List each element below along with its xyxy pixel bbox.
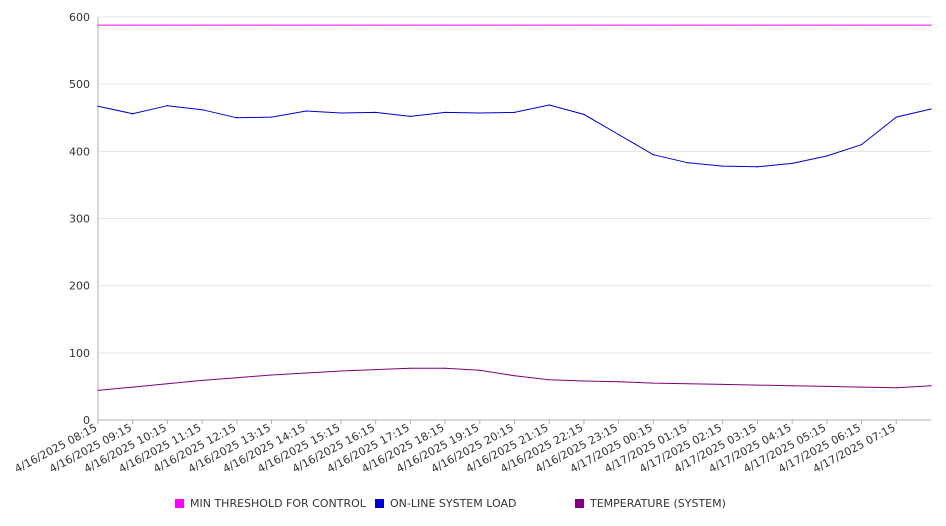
series-1-point-9 xyxy=(409,115,411,118)
series-1-point-12 xyxy=(513,111,516,113)
series-2-point-24 xyxy=(930,385,932,387)
legend-label: ON-LINE SYSTEM LOAD xyxy=(390,497,517,510)
y-tick-label-2: 200 xyxy=(69,280,90,293)
series-2-point-15 xyxy=(618,381,620,383)
series-2-point-7 xyxy=(340,370,342,372)
series-0-point-15 xyxy=(618,24,620,26)
series-0-point-17 xyxy=(687,24,689,26)
legend-label: MIN THRESHOLD FOR CONTROL xyxy=(190,497,366,510)
series-1-point-17 xyxy=(687,162,689,164)
series-0-point-18 xyxy=(722,24,724,26)
series-1-point-21 xyxy=(826,155,828,157)
series-0-point-24 xyxy=(930,24,932,26)
series-2-point-6 xyxy=(305,372,307,374)
series-0-point-16 xyxy=(652,24,654,26)
series-1-point-24 xyxy=(930,108,932,110)
legend-item-1: ON-LINE SYSTEM LOAD xyxy=(375,497,516,510)
series-2-point-23 xyxy=(895,387,897,389)
series-2-point-9 xyxy=(409,367,411,369)
series-2-point-22 xyxy=(860,386,863,388)
series-2-point-8 xyxy=(375,369,377,371)
series-2-point-10 xyxy=(444,367,446,369)
series-line-2 xyxy=(97,367,932,391)
series-0-point-3 xyxy=(201,24,203,26)
series-0-point-12 xyxy=(513,24,516,26)
legend-swatch xyxy=(575,499,584,508)
series-0-point-13 xyxy=(548,24,550,26)
series-2-point-20 xyxy=(791,385,793,387)
series-1-point-8 xyxy=(375,111,377,113)
series-1-point-22 xyxy=(860,144,863,146)
legend-item-2: TEMPERATURE (SYSTEM) xyxy=(575,497,726,510)
series-1-point-2 xyxy=(166,105,169,107)
series-1-point-7 xyxy=(340,112,342,114)
series-0-point-5 xyxy=(270,24,273,26)
series-1-point-13 xyxy=(548,104,550,106)
series-0-point-14 xyxy=(583,24,585,26)
series-1-point-14 xyxy=(583,113,585,115)
series-1-point-6 xyxy=(305,110,307,112)
series-0-point-6 xyxy=(305,24,307,26)
series-1-point-15 xyxy=(618,133,620,136)
y-tick-label-3: 300 xyxy=(69,213,90,226)
series-2-point-5 xyxy=(270,374,273,376)
series-2-point-11 xyxy=(479,369,481,371)
series-2-point-12 xyxy=(513,375,516,377)
series-1-point-11 xyxy=(479,112,481,114)
series-1-point-20 xyxy=(791,162,793,165)
legend: MIN THRESHOLD FOR CONTROL ON-LINE SYSTEM … xyxy=(0,497,946,515)
series-1-point-1 xyxy=(132,113,134,115)
series-0-point-20 xyxy=(791,24,793,26)
series-0-point-19 xyxy=(756,24,759,26)
series-0-point-4 xyxy=(236,24,238,26)
y-tick-label-6: 600 xyxy=(69,11,90,24)
series-0-point-8 xyxy=(375,24,377,26)
series-2-point-17 xyxy=(687,383,689,385)
series-2-point-14 xyxy=(583,380,585,382)
series-0-point-11 xyxy=(479,24,481,26)
series-1-point-19 xyxy=(756,166,759,168)
y-tick-label-1: 100 xyxy=(69,347,90,360)
series-2-point-16 xyxy=(652,382,654,384)
series-0-point-10 xyxy=(444,24,446,26)
series-2-point-1 xyxy=(132,386,134,388)
series-2-point-18 xyxy=(722,383,724,386)
series-1-point-0 xyxy=(97,105,99,107)
series-1-point-10 xyxy=(444,111,446,113)
legend-label: TEMPERATURE (SYSTEM) xyxy=(590,497,726,510)
series-line-1 xyxy=(97,104,932,168)
series-0-point-1 xyxy=(132,24,134,26)
series-0-point-7 xyxy=(340,24,342,26)
legend-item-0: MIN THRESHOLD FOR CONTROL xyxy=(175,497,366,510)
series-0-point-21 xyxy=(826,24,828,26)
series-2-point-0 xyxy=(97,389,99,392)
series-1-point-3 xyxy=(201,109,203,111)
series-2-point-19 xyxy=(756,384,759,386)
y-tick-label-4: 400 xyxy=(69,145,90,158)
y-tick-label-0: 0 xyxy=(83,414,90,427)
series-0-point-23 xyxy=(895,24,897,26)
series-0-point-9 xyxy=(409,24,411,26)
series-2-point-2 xyxy=(166,383,169,385)
series-1-point-16 xyxy=(652,154,654,156)
legend-swatch xyxy=(375,499,384,508)
legend-swatch xyxy=(175,499,184,508)
series-1-point-23 xyxy=(895,116,897,118)
series-2-point-21 xyxy=(826,385,828,388)
y-tick-label-5: 500 xyxy=(69,78,90,91)
series-2-point-3 xyxy=(201,379,203,381)
series-1-point-18 xyxy=(722,165,724,167)
series-0-point-2 xyxy=(166,24,169,26)
series-0-point-0 xyxy=(97,24,99,26)
series-0-point-22 xyxy=(860,24,863,26)
series-2-point-13 xyxy=(548,379,550,381)
series-1-point-4 xyxy=(236,117,238,119)
series-1-point-5 xyxy=(270,116,273,118)
series-2-point-4 xyxy=(236,377,238,379)
